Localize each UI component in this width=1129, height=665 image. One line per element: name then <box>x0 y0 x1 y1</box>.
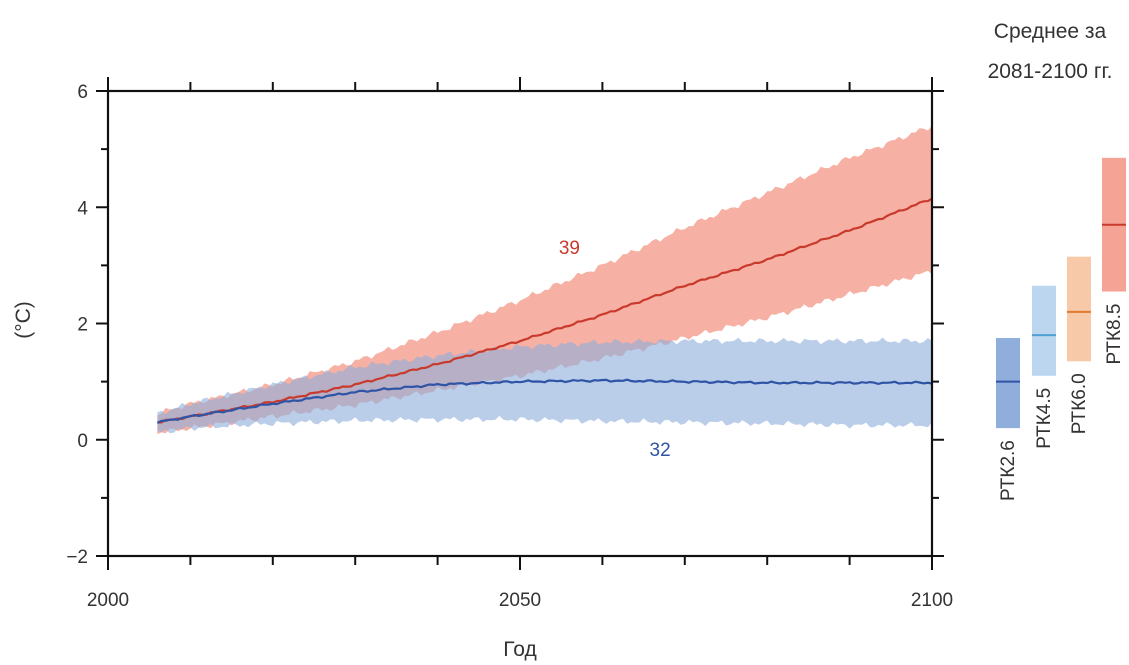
y-tick-label: 2 <box>77 315 88 336</box>
band-rcp26 <box>157 337 932 434</box>
y-tick-label: 6 <box>77 82 88 103</box>
side-bar-РТК6.0 <box>1067 256 1091 362</box>
mean-line-rcp26 <box>156 378 933 424</box>
tick-labels: −2 0 2 4 6 2000 2050 2100 <box>66 82 953 611</box>
x-tick-label: 2000 <box>87 590 129 611</box>
axis-ticks <box>96 77 944 570</box>
annotation-rcp26: 32 <box>650 440 671 461</box>
side-bar-label: РТК6.0 <box>1069 373 1090 434</box>
side-bar-РТК2.6 <box>996 338 1020 429</box>
y-tick-label: −2 <box>66 547 88 568</box>
side-panel: РТК2.6 РТК4.5 РТК6.0 РТК8.5 <box>996 157 1126 501</box>
x-tick-label: 2050 <box>499 590 541 611</box>
mean-lines <box>156 197 933 424</box>
side-panel-title-line1: Среднее за <box>994 20 1107 43</box>
x-tick-label: 2100 <box>911 590 953 611</box>
x-axis-title: Год <box>503 638 536 661</box>
mean-line-rcp85 <box>157 197 933 424</box>
side-bar-label: РТК2.6 <box>998 440 1019 501</box>
y-tick-label: 4 <box>77 198 88 219</box>
y-tick-label: 0 <box>77 431 88 452</box>
y-axis-title: (°C) <box>12 301 35 339</box>
side-bar-label: РТК4.5 <box>1034 388 1055 449</box>
side-bar-label: РТК8.5 <box>1104 304 1125 365</box>
scenario-annotations: 39 32 <box>559 238 671 461</box>
annotation-rcp85: 39 <box>559 238 580 259</box>
side-bar-РТК4.5 <box>1032 285 1056 376</box>
side-panel-title-line2: 2081-2100 гг. <box>988 60 1113 83</box>
uncertainty-bands <box>157 125 932 435</box>
